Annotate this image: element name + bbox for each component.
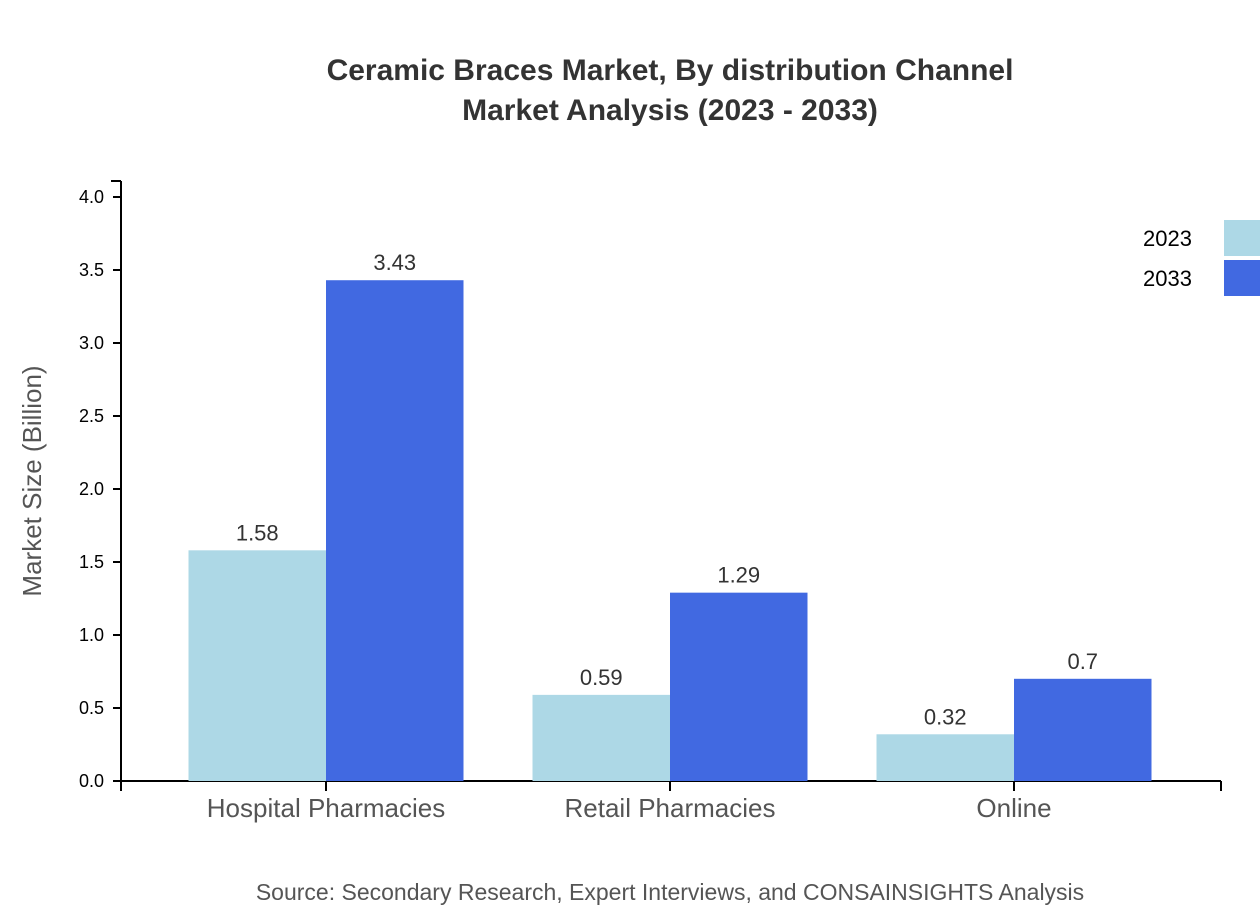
y-tick-label: 3.0 bbox=[79, 333, 104, 353]
legend-label: 2023 bbox=[1143, 226, 1192, 251]
y-axis-label: Market Size (Billion) bbox=[17, 365, 47, 596]
legend-label: 2033 bbox=[1143, 266, 1192, 291]
chart-title-line-1: Ceramic Braces Market, By distribution C… bbox=[327, 54, 1014, 87]
legend-swatch-2033 bbox=[1224, 260, 1260, 296]
y-tick-label: 1.5 bbox=[79, 552, 104, 572]
bar-2023-online bbox=[876, 734, 1014, 781]
x-category-label: Online bbox=[976, 793, 1051, 823]
bar-2023-hospital-pharmacies bbox=[188, 550, 326, 781]
source-note: Source: Secondary Research, Expert Inter… bbox=[256, 879, 1084, 905]
y-tick-label: 0.5 bbox=[79, 698, 104, 718]
chart-title-line-2: Market Analysis (2023 - 2033) bbox=[462, 94, 878, 127]
x-category-label: Retail Pharmacies bbox=[565, 793, 776, 823]
bar-2033-online bbox=[1014, 678, 1152, 781]
y-tick-label: 0.0 bbox=[79, 771, 104, 791]
data-label: 1.58 bbox=[236, 520, 279, 545]
data-label: 0.32 bbox=[924, 704, 967, 729]
y-tick-label: 4.0 bbox=[79, 187, 104, 207]
data-label: 0.59 bbox=[580, 665, 623, 690]
legend-swatch-2023 bbox=[1224, 220, 1260, 256]
data-label: 3.43 bbox=[373, 250, 416, 275]
y-tick-label: 2.0 bbox=[79, 479, 104, 499]
data-label: 1.29 bbox=[717, 563, 760, 588]
bar-2023-retail-pharmacies bbox=[532, 694, 670, 781]
bar-2033-hospital-pharmacies bbox=[326, 280, 464, 781]
x-category-label: Hospital Pharmacies bbox=[207, 793, 445, 823]
y-tick-label: 1.0 bbox=[79, 625, 104, 645]
bar-2033-retail-pharmacies bbox=[670, 592, 808, 781]
y-tick-label: 2.5 bbox=[79, 406, 104, 426]
y-tick-label: 3.5 bbox=[79, 260, 104, 280]
data-label: 0.7 bbox=[1067, 649, 1098, 674]
